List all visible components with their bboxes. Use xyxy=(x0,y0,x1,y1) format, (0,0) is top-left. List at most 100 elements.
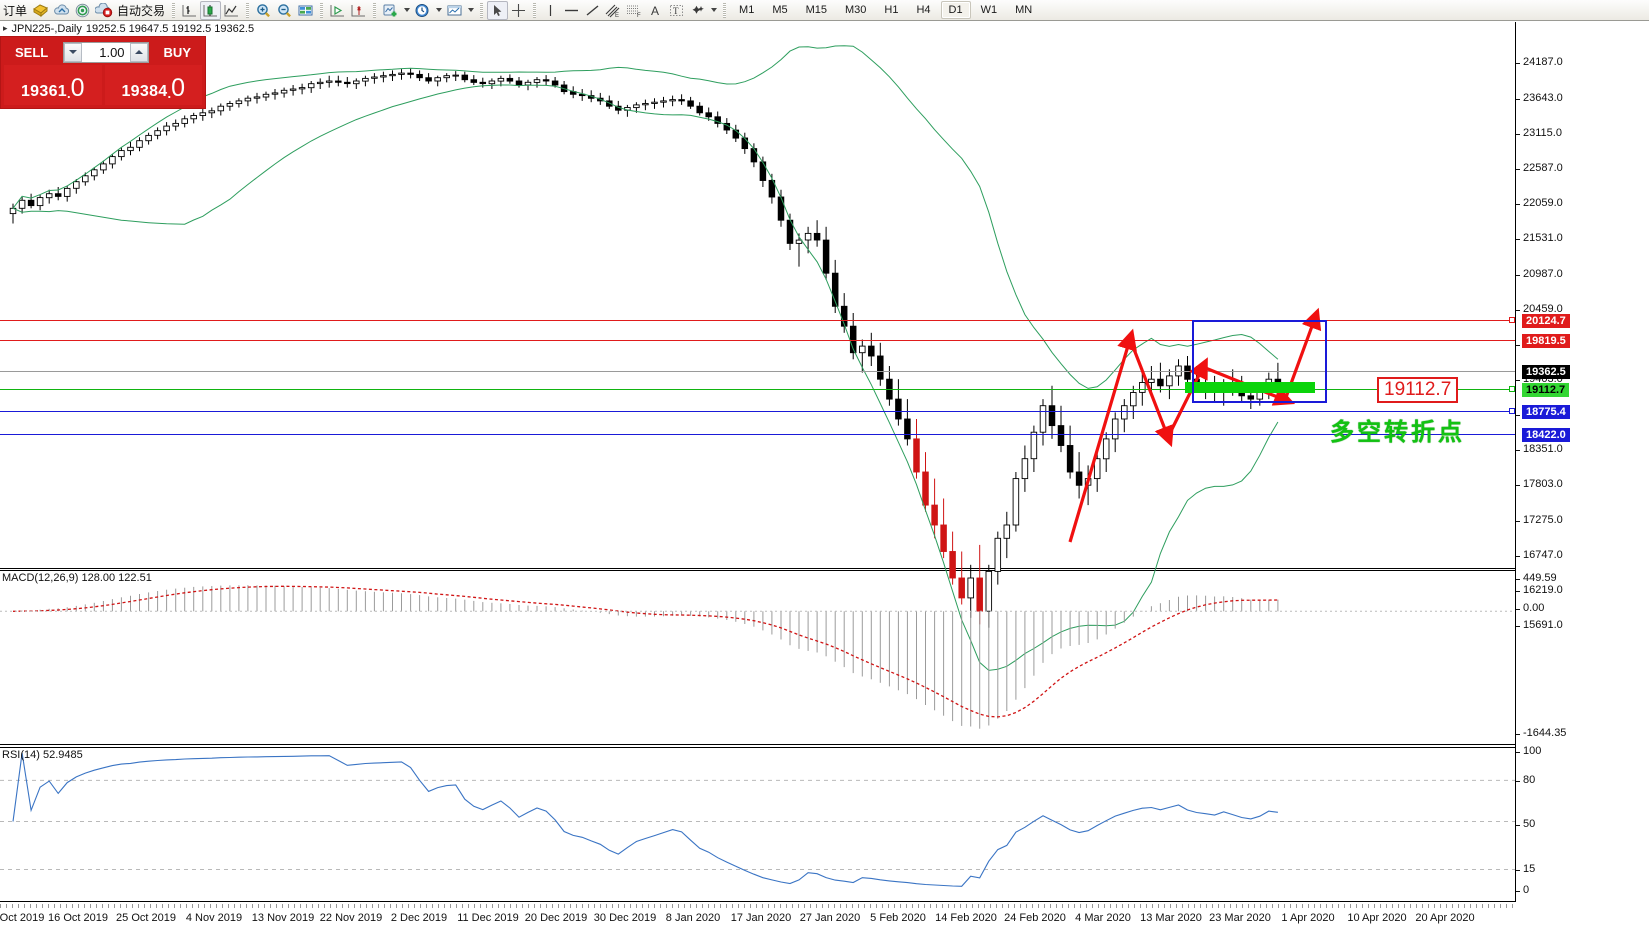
date-label: 23 Mar 2020 xyxy=(1209,912,1271,924)
timeframe-h4[interactable]: H4 xyxy=(916,4,931,16)
zoom-out-icon[interactable] xyxy=(274,1,295,20)
add-indicator-icon[interactable] xyxy=(380,1,401,20)
pivot-green[interactable] xyxy=(0,389,1515,390)
date-label: 17 Jan 2020 xyxy=(730,912,792,924)
objects-icon[interactable] xyxy=(687,1,708,20)
period-clock-icon[interactable] xyxy=(412,1,433,20)
date-label: 4 Nov 2019 xyxy=(185,912,243,924)
toolbar-separator xyxy=(478,2,485,19)
last-price-gray[interactable] xyxy=(0,371,1515,372)
candlestick-chart-icon[interactable] xyxy=(200,0,222,20)
scroll-end-icon[interactable] xyxy=(327,1,348,20)
cursor-icon[interactable] xyxy=(487,0,509,20)
text-icon[interactable]: A xyxy=(645,1,666,20)
line-chart-icon[interactable] xyxy=(221,1,242,20)
chevron-down-icon[interactable] xyxy=(433,1,444,20)
chevron-down-icon[interactable] xyxy=(465,1,476,20)
chinese-note-annotation: 多空转折点 xyxy=(1330,419,1465,446)
resistance-red-1[interactable] xyxy=(0,320,1515,321)
price-label-19819.5[interactable]: 19819.5 xyxy=(1522,334,1570,348)
toolbar-order-label[interactable]: 订单 xyxy=(3,3,28,18)
chart-area[interactable]: MACD(12,26,9) 128.00 122.51 RSI(14) 52.9… xyxy=(0,22,1649,940)
volume-stepper[interactable]: 1.00 xyxy=(63,41,149,63)
timeframe-h1[interactable]: H1 xyxy=(884,4,899,16)
toolbar-separator xyxy=(170,2,177,19)
date-label: 11 Dec 2019 xyxy=(457,912,519,924)
timeframe-w1[interactable]: W1 xyxy=(980,4,998,16)
vline-icon[interactable] xyxy=(540,1,561,20)
timeframe-m1[interactable]: M1 xyxy=(739,4,755,16)
green-zone-annotation xyxy=(1185,382,1315,393)
symbol-collapse-icon[interactable]: ▸ xyxy=(3,23,8,33)
date-label: 25 Oct 2019 xyxy=(116,912,176,924)
support-blue-1-handle[interactable] xyxy=(1509,408,1515,414)
equidistant-channel-icon[interactable]: E xyxy=(603,1,624,20)
fibonacci-icon[interactable]: F xyxy=(624,1,645,20)
pivot-green-handle[interactable] xyxy=(1509,386,1515,392)
rsi-series xyxy=(0,752,1515,887)
timeframe-m15[interactable]: M15 xyxy=(805,4,827,16)
date-label: 16 Oct 2019 xyxy=(48,912,108,924)
buy-button[interactable]: BUY xyxy=(163,44,191,60)
ask-price-integer: 19384 xyxy=(121,83,168,100)
price-label-18775.4[interactable]: 18775.4 xyxy=(1522,405,1570,419)
date-label: 20 Dec 2019 xyxy=(524,912,588,924)
resistance-red-2[interactable] xyxy=(0,340,1515,341)
rsi-title: RSI(14) 52.9485 xyxy=(2,749,83,761)
volume-increase-icon[interactable] xyxy=(129,42,148,62)
grid-icon[interactable] xyxy=(295,1,316,20)
macd-pane[interactable]: MACD(12,26,9) 128.00 122.51 xyxy=(0,570,1515,745)
symbol-ohlc: 19252.5 19647.5 19192.5 19362.5 xyxy=(85,22,255,35)
timeframe-d1[interactable]: D1 xyxy=(940,1,971,19)
chevron-down-icon[interactable] xyxy=(401,1,412,20)
blue-rectangle-annotation[interactable] xyxy=(1192,320,1327,403)
volume-input[interactable]: 1.00 xyxy=(82,42,130,62)
order-icon[interactable] xyxy=(30,1,51,20)
date-label: 24 Feb 2020 xyxy=(1004,912,1066,924)
timeframe-mn[interactable]: MN xyxy=(1015,4,1033,16)
label-icon[interactable]: T xyxy=(666,1,687,20)
toolbar-separator xyxy=(371,2,378,19)
signal-icon[interactable] xyxy=(72,1,93,20)
toolbar-separator xyxy=(721,2,728,19)
resistance-red-1-handle[interactable] xyxy=(1509,317,1515,323)
sell-button[interactable]: SELL xyxy=(15,44,49,60)
bid-price-last-digit: 0 xyxy=(70,74,85,103)
price-callout-annotation[interactable]: 19112.7 xyxy=(1377,377,1459,403)
trade-panel-controls[interactable]: SELL 1.00 BUY xyxy=(1,37,205,65)
timeframe-m30[interactable]: M30 xyxy=(845,4,867,16)
price-label-19362.5[interactable]: 19362.5 xyxy=(1522,365,1570,379)
price-label-20124.7[interactable]: 20124.7 xyxy=(1522,314,1570,328)
one-click-trade-panel[interactable]: SELL 1.00 BUY 19361 . 0 19384 . 0 xyxy=(0,36,206,109)
main-toolbar[interactable]: 订单 自动交易 xyxy=(0,0,1649,21)
support-blue-1[interactable] xyxy=(0,411,1515,412)
date-label: Oct 2019 xyxy=(0,912,45,924)
hline-icon[interactable] xyxy=(561,1,582,20)
main-price-pane[interactable] xyxy=(0,22,1515,569)
red-arrow-annotations xyxy=(1068,307,1322,543)
zoom-in-icon[interactable] xyxy=(253,1,274,20)
toolbar-autotrade-label[interactable]: 自动交易 xyxy=(117,3,166,18)
date-label: 27 Jan 2020 xyxy=(799,912,861,924)
date-label: 8 Jan 2020 xyxy=(665,912,721,924)
price-label-18422.0[interactable]: 18422.0 xyxy=(1522,428,1570,442)
bid-price[interactable]: 19361 . 0 xyxy=(4,65,102,105)
support-blue-2[interactable] xyxy=(0,434,1515,435)
toolbar-separator xyxy=(244,2,251,19)
timeframe-m5[interactable]: M5 xyxy=(772,4,788,16)
price-scale[interactable]: 24187.0 23643.0 23115.0 22587.0 22059.0 21531… xyxy=(1515,22,1649,902)
templates-icon[interactable] xyxy=(444,1,465,20)
volume-decrease-icon[interactable] xyxy=(64,42,83,62)
price-label-19112.7[interactable]: 19112.7 xyxy=(1522,383,1570,397)
symbol-info-line: ▸ JPN225-,Daily 19252.5 19647.5 19192.5 … xyxy=(0,22,254,35)
cloud-icon[interactable] xyxy=(51,1,72,20)
ask-price[interactable]: 19384 . 0 xyxy=(104,65,202,105)
crosshair-icon[interactable] xyxy=(508,1,529,20)
bar-chart-icon[interactable] xyxy=(179,1,200,20)
chevron-down-icon[interactable] xyxy=(708,1,719,20)
trendline-icon[interactable] xyxy=(582,1,603,20)
ask-price-separator: . xyxy=(167,86,172,101)
autotrade-icon[interactable] xyxy=(93,1,114,20)
shift-icon[interactable] xyxy=(348,1,369,20)
bid-price-separator: . xyxy=(66,86,71,101)
